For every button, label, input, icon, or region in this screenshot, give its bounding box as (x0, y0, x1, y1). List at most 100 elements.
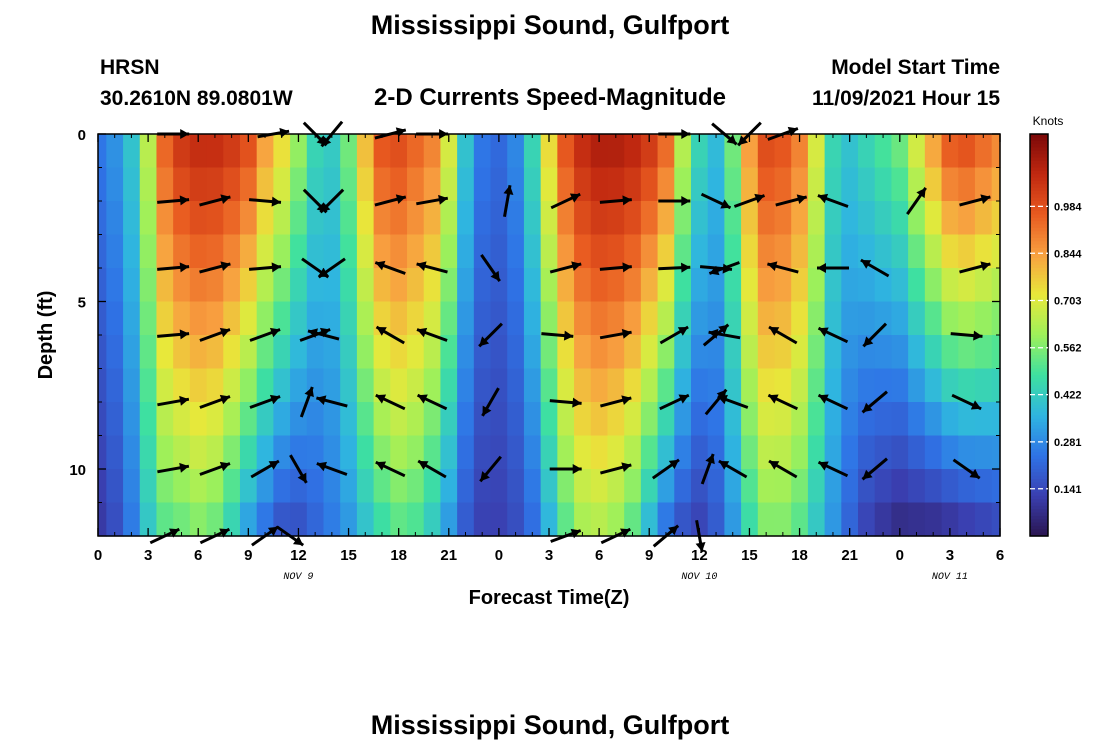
heatmap-cell (507, 402, 525, 437)
heatmap-cell (774, 435, 792, 470)
heatmap-cell (440, 301, 458, 336)
heatmap-cell (791, 268, 809, 303)
heatmap-cell (791, 201, 809, 236)
current-vector (416, 261, 448, 274)
colorbar-segment (1030, 257, 1048, 262)
heatmap-cell (757, 335, 776, 370)
heatmap-cell (523, 335, 542, 370)
colorbar-segment (1030, 492, 1048, 497)
heatmap-cell (507, 335, 525, 370)
colorbar-segment (1030, 268, 1048, 272)
heatmap-cell (323, 402, 341, 437)
heatmap-cell (139, 402, 158, 437)
heatmap-cell (340, 234, 358, 269)
x-tick-label: 3 (144, 547, 152, 564)
colorbar-segment (1030, 381, 1048, 386)
heatmap-cell (123, 402, 141, 437)
colorbar-segment (1030, 271, 1048, 276)
heatmap-cell (490, 469, 508, 504)
heatmap-cell (590, 469, 609, 504)
heatmap-cell (407, 268, 425, 303)
heatmap-cell (290, 234, 308, 269)
colorbar-segment (1030, 308, 1048, 313)
current-vector (549, 464, 582, 474)
heatmap-cell (590, 268, 609, 303)
heatmap-cell (874, 502, 893, 537)
heatmap-cell (774, 268, 792, 303)
heatmap-cell (256, 134, 274, 169)
heatmap-cell (340, 201, 358, 236)
heatmap-cell (624, 368, 642, 403)
current-vector (659, 325, 689, 345)
current-vector (299, 386, 314, 418)
heatmap-cell (256, 469, 274, 504)
heatmap-cell (874, 301, 893, 336)
colorbar-segment (1030, 355, 1048, 360)
heatmap-cell (958, 301, 976, 336)
heatmap-cell (924, 301, 943, 336)
current-vectors (149, 120, 991, 553)
heatmap-cell (640, 201, 659, 236)
heatmap-cell (373, 201, 391, 236)
heatmap-cell (640, 469, 659, 504)
heatmap-cell (356, 167, 375, 202)
heatmap-cell (874, 469, 893, 504)
heatmap-cell (657, 469, 675, 504)
heatmap-cell (757, 201, 776, 236)
heatmap-cell (390, 268, 408, 303)
colorbar-segment (1030, 180, 1048, 185)
heatmap-cell (941, 469, 959, 504)
heatmap-cell (874, 435, 893, 470)
heatmap-cell (607, 402, 625, 437)
heatmap-cell (540, 134, 558, 169)
colorbar-segment (1030, 408, 1048, 413)
colorbar-segment (1030, 391, 1048, 396)
current-vector (541, 330, 574, 341)
colorbar-segment (1030, 281, 1048, 286)
heatmap-cell (824, 368, 842, 403)
current-vector (478, 322, 503, 348)
heatmap-cell (290, 368, 308, 403)
heatmap-cell (206, 234, 224, 269)
heatmap-cell (490, 167, 508, 202)
heatmap-cell (690, 268, 709, 303)
heatmap-cell (189, 435, 208, 470)
heatmap-cell (590, 167, 609, 202)
colorbar-segment (1030, 341, 1048, 346)
heatmap-cell (540, 335, 558, 370)
colorbar-segment (1030, 294, 1048, 299)
heatmap-cell (991, 502, 1001, 537)
heatmap-cell (123, 368, 141, 403)
heatmap-cell (206, 435, 224, 470)
heatmap-cell (223, 435, 241, 470)
heatmap-cell (206, 201, 224, 236)
current-vector (658, 262, 691, 273)
heatmap-cell (640, 134, 659, 169)
heatmap-cell (290, 335, 308, 370)
current-vector (718, 459, 748, 479)
heatmap-cell (356, 469, 375, 504)
x-tick-label: 0 (896, 547, 904, 564)
colorbar-segment (1030, 395, 1048, 400)
heatmap-cell (807, 502, 826, 537)
colorbar-segment (1030, 237, 1048, 242)
heatmap-cell (540, 268, 558, 303)
heatmap-cell (223, 469, 241, 504)
heatmap-cell (690, 435, 709, 470)
colorbar-segment (1030, 479, 1048, 483)
heatmap-cell (724, 234, 742, 269)
heatmap-cell (356, 335, 375, 370)
heatmap-cell (106, 201, 124, 236)
colorbar-segment (1030, 348, 1048, 353)
current-vector (157, 195, 190, 206)
heatmap-cell (624, 335, 642, 370)
colorbar-segment (1030, 134, 1048, 138)
current-vector (950, 330, 983, 341)
heatmap-cell (173, 268, 191, 303)
colorbar-segment (1030, 335, 1048, 339)
heatmap-cell (356, 368, 375, 403)
heatmap-cell (123, 335, 141, 370)
heatmap-cell (423, 134, 442, 169)
heatmap-cell (340, 435, 358, 470)
heatmap-cell (423, 435, 442, 470)
